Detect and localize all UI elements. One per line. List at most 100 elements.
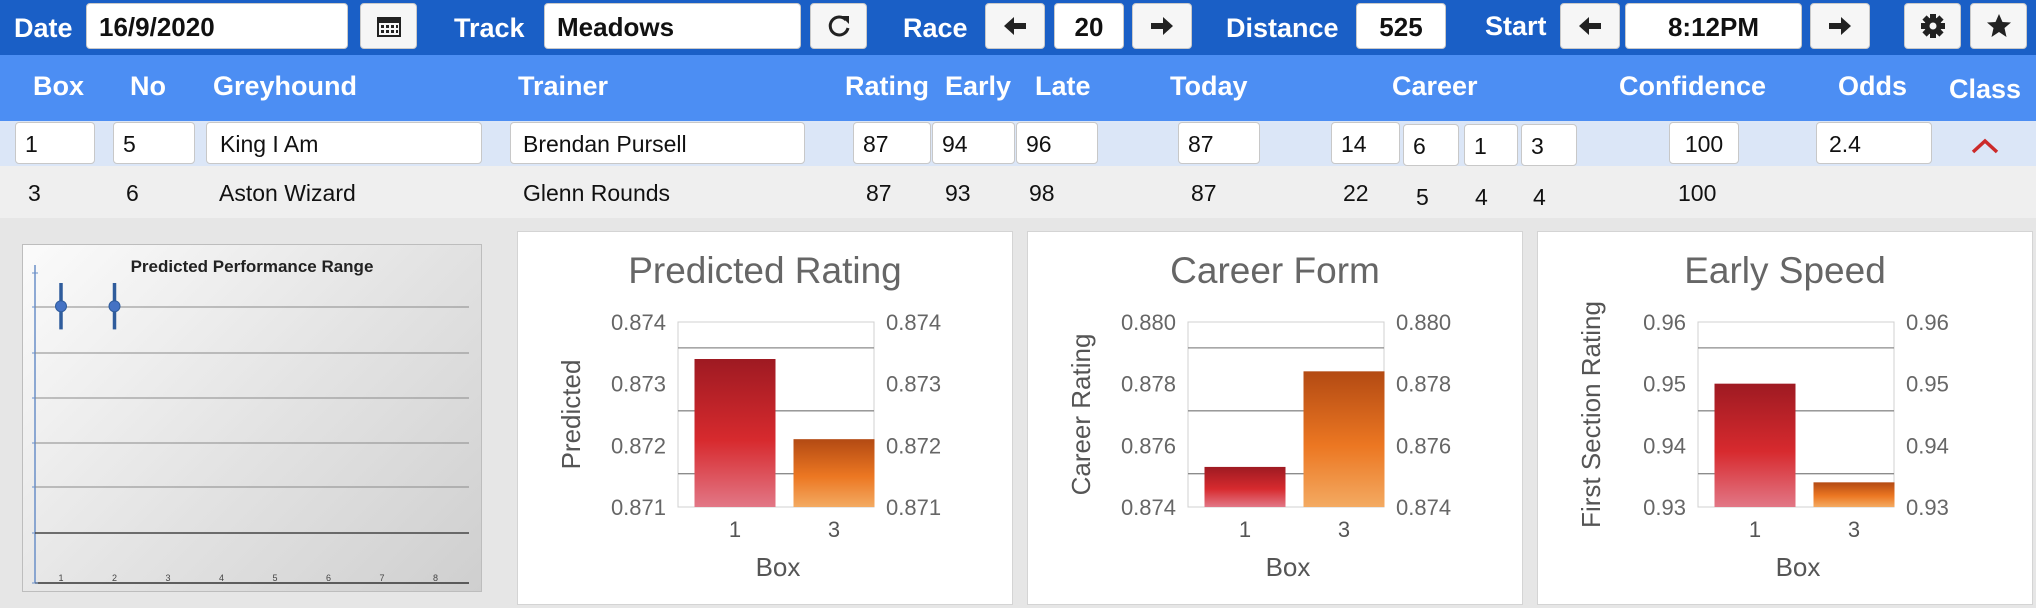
column-header-early[interactable]: Early <box>945 71 1012 101</box>
arrow-right-icon <box>1151 17 1173 35</box>
bar-box-1 <box>1204 466 1286 507</box>
date-input[interactable]: 16/9/2020 <box>86 3 348 49</box>
x-tick-label: 4 <box>219 573 224 583</box>
y-tick-label: 0.872 <box>611 433 666 458</box>
column-header-late[interactable]: Late <box>1035 71 1091 101</box>
early-value: 93 <box>945 180 971 206</box>
early-speed-chart: 0.93 0.93 0.94 0.94 0.95 0.95 0.96 0.96 1 3 Box Fir… <box>1576 301 1949 582</box>
y-tick-label-right: 0.878 <box>1396 372 1451 397</box>
late-input[interactable]: 96 <box>1016 122 1098 164</box>
career-wins-value: 5 <box>1416 184 1429 210</box>
calendar-icon <box>376 17 401 37</box>
x-tick-label: 1 <box>58 573 63 583</box>
y-tick-label: 0.874 <box>1121 495 1176 520</box>
refresh-button[interactable] <box>810 3 867 49</box>
plot-area <box>677 321 875 508</box>
column-header-rating[interactable]: Rating <box>845 71 929 101</box>
distance-input[interactable]: 525 <box>1356 3 1446 49</box>
y-tick-label: 0.874 <box>611 310 666 335</box>
calendar-button[interactable] <box>360 3 417 49</box>
x-tick-label: 1 <box>729 517 741 542</box>
race-label: Race <box>903 13 968 43</box>
performance-range-chart: Predicted Performance Range 1 2 3 4 5 6 7 8 <box>22 244 482 592</box>
y-tick-label: 0.876 <box>1121 433 1176 458</box>
arrow-right-icon <box>1829 17 1851 35</box>
x-tick-label: 3 <box>1338 517 1350 542</box>
column-header-odds[interactable]: Odds <box>1838 71 1908 101</box>
x-tick-label: 8 <box>433 573 438 583</box>
track-input[interactable]: Meadows <box>544 3 801 49</box>
box-input[interactable]: 1 <box>15 122 95 164</box>
confidence-input[interactable]: 100 <box>1669 122 1739 164</box>
career-wins-input[interactable]: 6 <box>1403 124 1459 166</box>
late-value: 98 <box>1029 180 1055 206</box>
column-header-class[interactable]: Class <box>1949 74 2022 104</box>
early-input[interactable]: 94 <box>932 122 1015 164</box>
x-tick-label: 1 <box>1239 517 1251 542</box>
career-starts-input[interactable]: 14 <box>1331 122 1400 164</box>
favourite-button[interactable] <box>1970 3 2027 49</box>
y-tick-label-right: 0.871 <box>886 495 941 520</box>
greyhound-input[interactable]: King I Am <box>206 122 482 164</box>
race-next-button[interactable] <box>1132 3 1192 49</box>
number-input[interactable]: 5 <box>113 122 195 164</box>
table-row[interactable]: 3 6 Aston Wizard Glenn Rounds 87 93 98 8… <box>0 166 2036 218</box>
race-prev-button[interactable] <box>985 3 1045 49</box>
y-tick-label: 0.96 <box>1643 310 1686 335</box>
y-tick-label: 0.878 <box>1121 372 1176 397</box>
column-header-confidence[interactable]: Confidence <box>1619 71 1767 101</box>
x-tick-label: 1 <box>1749 517 1761 542</box>
column-header-today[interactable]: Today <box>1170 71 1248 101</box>
arrow-left-icon <box>1579 17 1601 35</box>
start-time-input[interactable]: 8:12PM <box>1625 3 1802 49</box>
x-axis-label: Box <box>1266 552 1311 582</box>
start-prev-button[interactable] <box>1560 3 1620 49</box>
plot-area <box>1697 321 1895 508</box>
today-input[interactable]: 87 <box>1178 122 1260 164</box>
greyhound-value: Aston Wizard <box>219 180 356 206</box>
column-header-greyhound[interactable]: Greyhound <box>213 71 358 101</box>
chart-title: Early Speed <box>1684 250 1886 291</box>
column-header-career[interactable]: Career <box>1392 71 1478 101</box>
y-tick-label: 0.871 <box>611 495 666 520</box>
x-tick-label: 2 <box>112 573 117 583</box>
y-axis-label: Predicted <box>556 360 586 470</box>
column-header-box[interactable]: Box <box>33 71 85 101</box>
y-tick-label-right: 0.874 <box>1396 495 1451 520</box>
column-header-no[interactable]: No <box>130 71 166 101</box>
chevron-up-icon[interactable] <box>1970 137 2000 155</box>
career-thirds-value: 4 <box>1533 184 1546 210</box>
table-header: Box No Greyhound Trainer Rating Early La… <box>0 55 2036 121</box>
y-tick-label-right: 0.880 <box>1396 310 1451 335</box>
range-point-box-2 <box>108 300 121 313</box>
table-row[interactable]: 1 5 King I Am Brendan Pursell 87 94 96 8… <box>0 121 2036 166</box>
y-tick-label: 0.873 <box>611 372 666 397</box>
distance-label: Distance <box>1226 13 1339 43</box>
trainer-input[interactable]: Brendan Pursell <box>510 122 805 164</box>
career-seconds-value: 4 <box>1475 184 1488 210</box>
y-tick-label-right: 0.93 <box>1906 495 1949 520</box>
career-thirds-input[interactable]: 3 <box>1521 124 1577 166</box>
start-label: Start <box>1485 11 1547 41</box>
y-tick-label-right: 0.872 <box>886 433 941 458</box>
career-seconds-input[interactable]: 1 <box>1464 124 1518 166</box>
today-value: 87 <box>1191 180 1217 206</box>
x-axis-label: Box <box>1776 552 1821 582</box>
bar-box-1 <box>1714 383 1796 507</box>
box-value: 3 <box>28 180 41 206</box>
bar-box-3 <box>1303 371 1385 507</box>
start-next-button[interactable] <box>1810 3 1870 49</box>
date-label: Date <box>14 13 73 43</box>
confidence-value: 100 <box>1678 180 1717 206</box>
column-header-trainer[interactable]: Trainer <box>518 71 609 101</box>
career-form-chart: 0.874 0.874 0.876 0.876 0.878 0.878 0.880 0.880… <box>1066 310 1451 582</box>
track-label: Track <box>454 13 525 43</box>
settings-button[interactable] <box>1904 3 1961 49</box>
toolbar: Date 16/9/2020 Track Meadows Race 20 Dis… <box>0 0 2036 55</box>
race-number-input[interactable]: 20 <box>1054 3 1124 49</box>
x-tick-label: 3 <box>828 517 840 542</box>
x-axis-label: Box <box>756 552 801 582</box>
rating-input[interactable]: 87 <box>853 122 931 164</box>
odds-input[interactable]: 2.4 <box>1816 122 1932 164</box>
number-value: 6 <box>126 180 139 206</box>
